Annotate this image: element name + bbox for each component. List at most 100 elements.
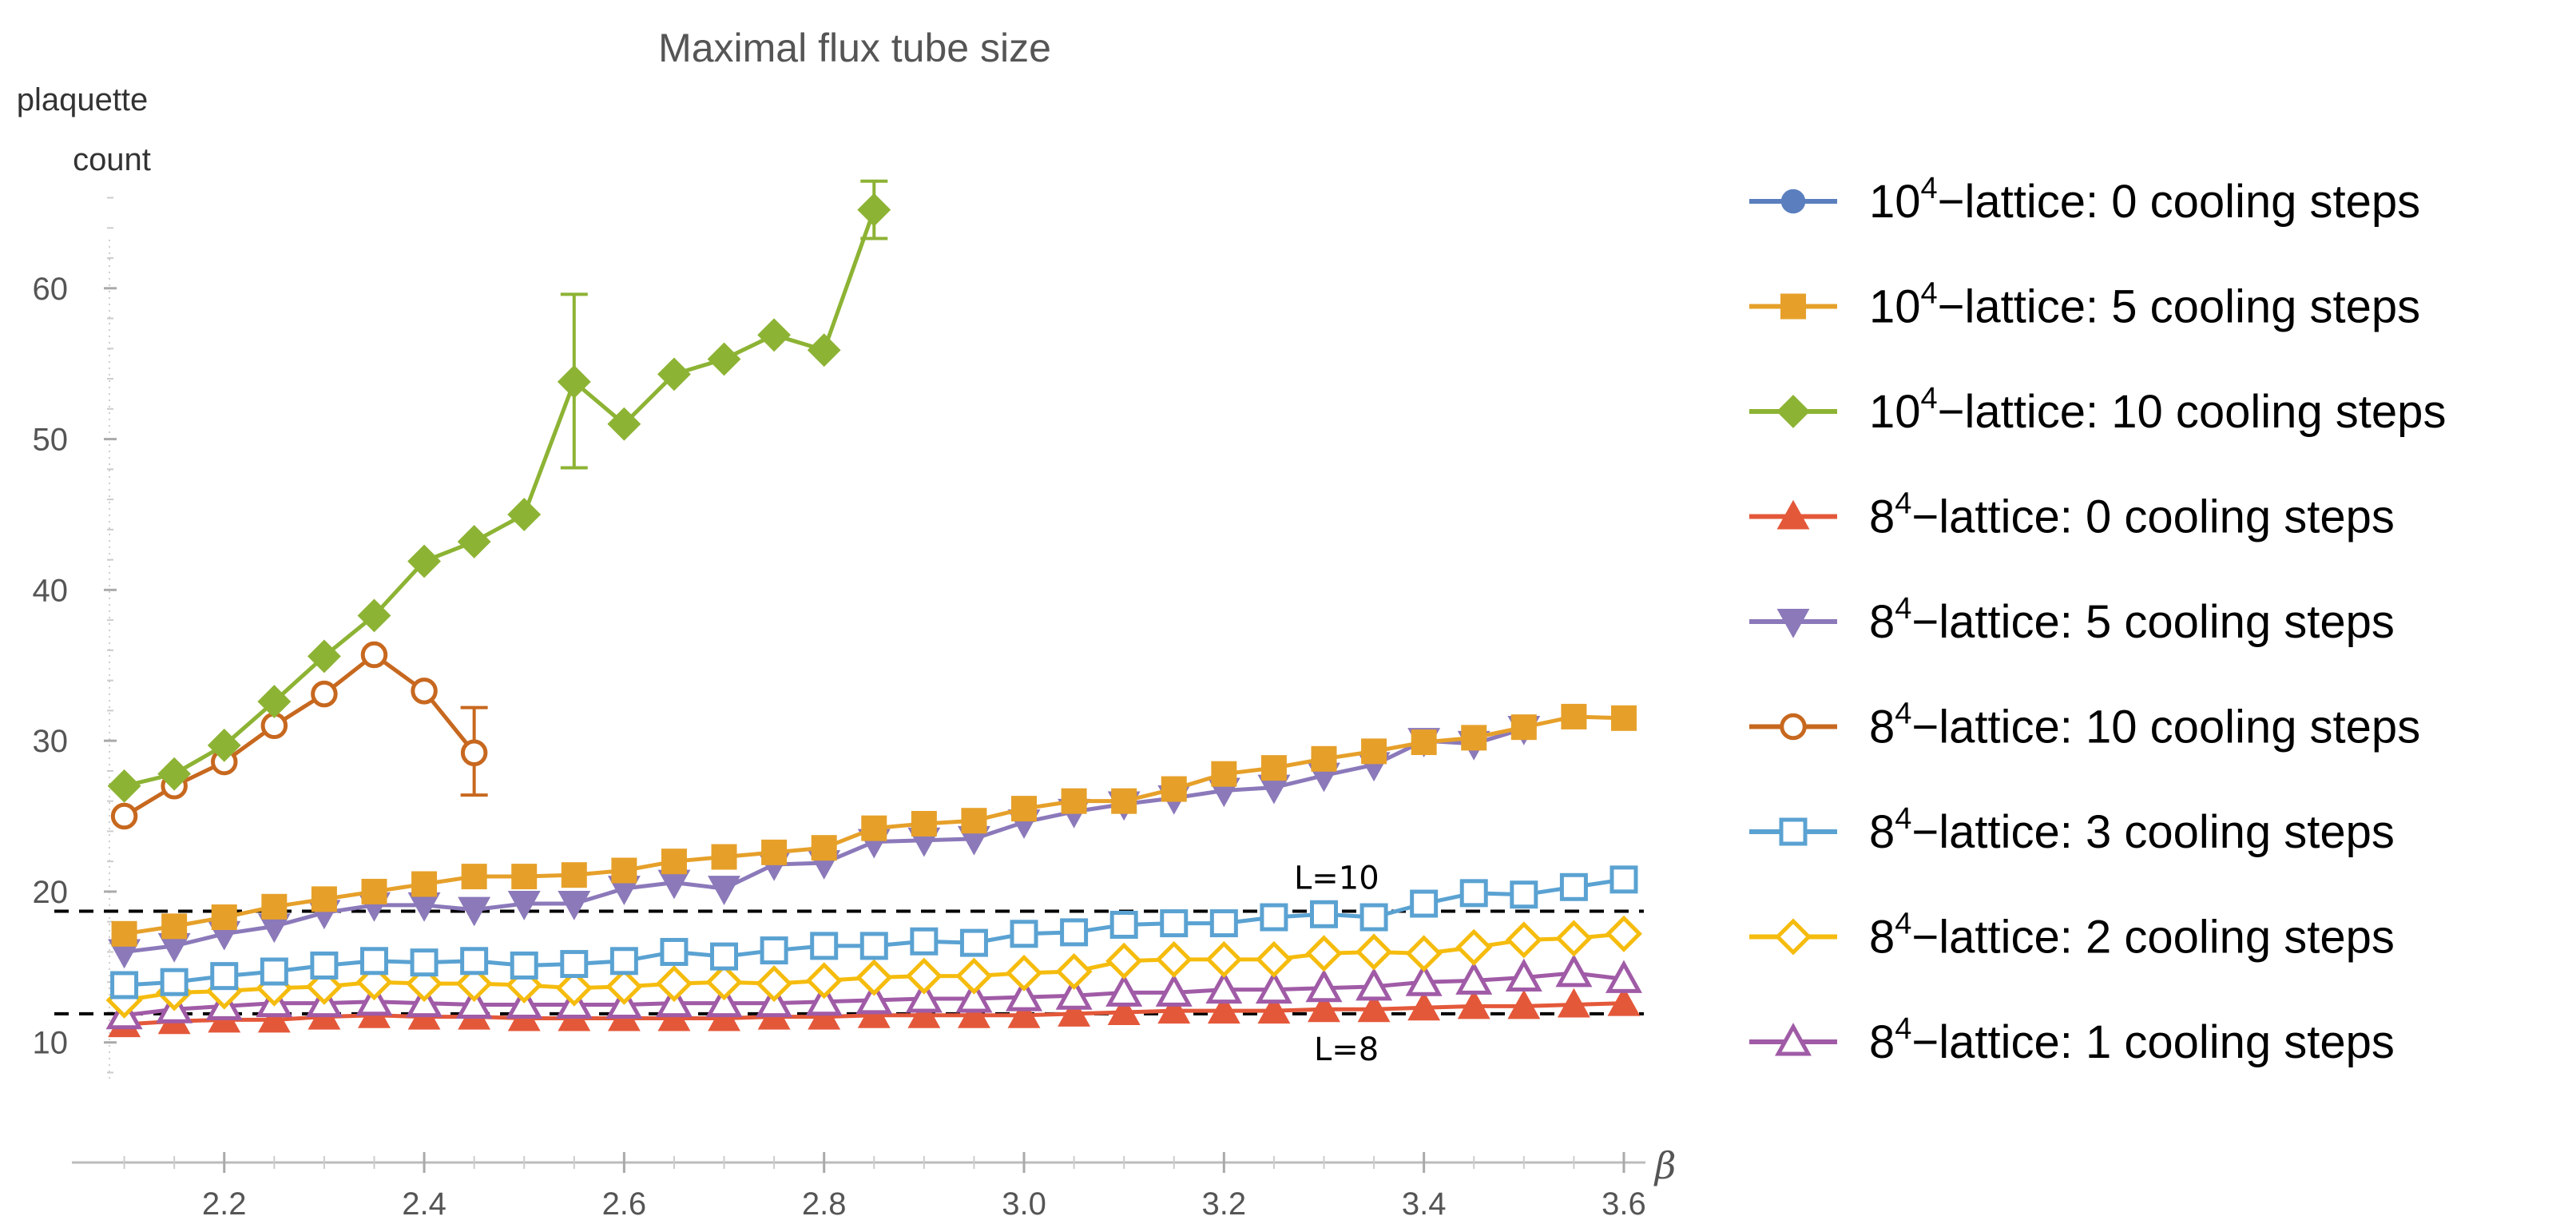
data-point (1255, 970, 1292, 1004)
legend-item: 84−lattice: 5 cooling steps (1749, 592, 2395, 648)
data-point (555, 969, 593, 1007)
data-point (1061, 788, 1087, 814)
data-point (407, 544, 441, 578)
data-point (1006, 978, 1043, 1011)
legend-label-exponent: 4 (1895, 592, 1911, 626)
data-point (211, 904, 237, 931)
y-tick-label: 40 (33, 573, 69, 608)
legend-label-base: 8 (1869, 806, 1895, 858)
data-point (461, 864, 487, 890)
data-point (761, 839, 788, 865)
data-point (855, 980, 893, 1015)
legend-item: 104−lattice: 10 cooling steps (1749, 382, 2446, 438)
data-point (1407, 991, 1441, 1021)
legend-item: 104−lattice: 0 cooling steps (1749, 172, 2420, 228)
data-point (1007, 998, 1041, 1028)
data-point (307, 639, 341, 674)
legend-swatch-marker (1774, 918, 1812, 956)
legend-label-exponent: 4 (1895, 697, 1911, 731)
data-point (458, 896, 491, 927)
data-point (1011, 796, 1038, 822)
legend-label-text: −lattice: 5 cooling steps (1911, 596, 2395, 648)
data-point (757, 318, 792, 352)
data-point (1559, 872, 1588, 901)
data-point (1510, 714, 1537, 741)
series-1 (111, 703, 1637, 947)
data-point (911, 810, 937, 837)
data-point (460, 739, 488, 767)
data-point (1405, 935, 1443, 972)
legend-item: 84−lattice: 3 cooling steps (1749, 802, 2395, 858)
data-point (507, 498, 542, 531)
legend-item: 84−lattice: 2 cooling steps (1749, 908, 2395, 964)
legend-label-exponent: 4 (1895, 802, 1911, 836)
data-point (760, 936, 788, 965)
data-point (1605, 960, 1642, 993)
data-point (510, 951, 538, 980)
data-point (756, 965, 793, 1003)
data-point (110, 971, 139, 1000)
data-point (710, 942, 739, 971)
legend-label-exponent: 4 (1921, 382, 1938, 415)
data-point (1157, 994, 1191, 1024)
data-point (1308, 992, 1340, 1023)
data-point (1507, 989, 1541, 1019)
data-point (657, 357, 691, 391)
data-point (1055, 976, 1093, 1010)
legend-label: 84−lattice: 5 cooling steps (1869, 592, 2395, 648)
legend-swatch-marker (1780, 293, 1806, 320)
data-point (1058, 997, 1091, 1027)
legend-label: 84−lattice: 3 cooling steps (1869, 802, 2395, 858)
y-tick-label: 60 (33, 272, 69, 307)
data-point (1005, 954, 1043, 992)
data-point (859, 932, 888, 960)
data-point (1455, 928, 1493, 966)
data-point (260, 957, 288, 986)
data-point (1255, 940, 1292, 978)
data-point (1355, 933, 1393, 971)
data-point (955, 980, 993, 1013)
data-point (1211, 761, 1237, 787)
data-point (861, 815, 887, 841)
legend-label: 104−lattice: 0 cooling steps (1869, 172, 2420, 228)
legend-swatch-marker (1779, 817, 1808, 846)
legend-swatch-marker (1776, 499, 1810, 530)
data-point (1510, 880, 1538, 909)
data-point (1060, 918, 1089, 947)
x-tick-label: 3.4 (1402, 1186, 1447, 1222)
data-point (959, 928, 988, 957)
chart-title: Maximal flux tube size (658, 26, 1051, 70)
data-point (1557, 988, 1590, 1018)
legend-label-exponent: 4 (1895, 908, 1911, 941)
data-point (161, 913, 188, 940)
data-point (905, 957, 943, 995)
legend-label-text: −lattice: 1 cooling steps (1911, 1016, 2395, 1068)
data-point (605, 968, 643, 1005)
y-tick-label: 10 (33, 1026, 69, 1061)
y-tick-label: 20 (33, 875, 69, 910)
data-point (607, 407, 641, 441)
data-point (1359, 903, 1388, 932)
data-point (457, 525, 491, 558)
series-2 (107, 179, 891, 803)
data-point (661, 848, 687, 875)
x-tick-label: 3.0 (1002, 1186, 1046, 1222)
series-5 (110, 641, 488, 830)
data-point (359, 947, 388, 976)
data-point (1055, 952, 1093, 991)
data-point (810, 932, 839, 960)
data-point (910, 927, 939, 956)
legend-label-exponent: 4 (1895, 487, 1911, 521)
data-point (1257, 994, 1291, 1024)
data-point (1605, 915, 1643, 952)
data-point (805, 982, 843, 1016)
legend-item: 84−lattice: 0 cooling steps (1749, 487, 2395, 543)
data-point (1107, 996, 1141, 1025)
legend-label-text: −lattice: 3 cooling steps (1911, 806, 2395, 858)
data-point (1555, 953, 1593, 988)
data-point (1207, 994, 1240, 1024)
legend-label-base: 10 (1869, 176, 1921, 228)
data-point (1260, 903, 1288, 932)
data-point (1561, 703, 1587, 729)
legend-label-base: 10 (1869, 386, 1921, 438)
